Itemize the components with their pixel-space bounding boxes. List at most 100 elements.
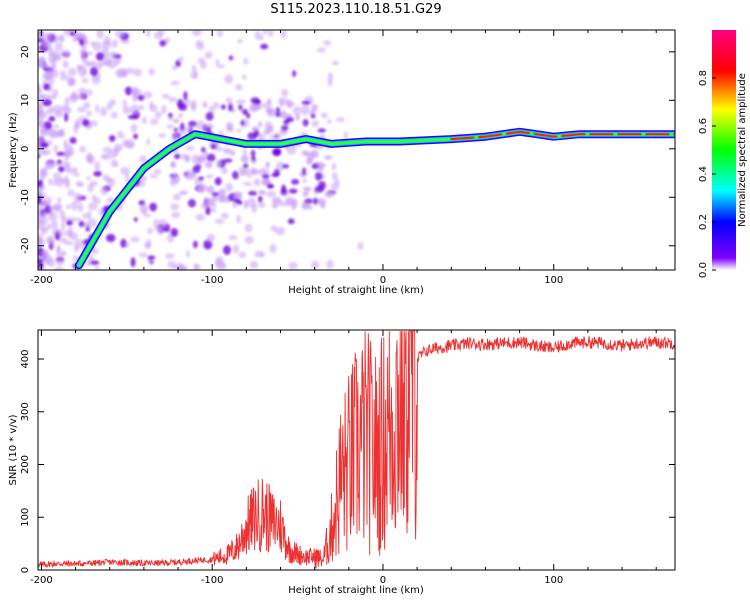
noise-blob	[67, 189, 75, 197]
noise-blob	[148, 68, 155, 76]
noise-blob	[204, 161, 213, 169]
noise-blob	[153, 168, 162, 175]
noise-blob	[233, 192, 243, 201]
noise-blob	[253, 178, 261, 187]
noise-blob	[67, 67, 77, 77]
noise-blob	[86, 176, 91, 181]
noise-blob	[173, 127, 178, 132]
noise-blob	[46, 38, 53, 49]
noise-blob	[64, 97, 70, 107]
noise-blob	[78, 220, 85, 228]
noise-blob	[292, 106, 302, 116]
noise-blob	[288, 188, 298, 194]
noise-blob	[64, 163, 70, 173]
spectrogram-ridge	[75, 127, 675, 270]
noise-blob	[38, 211, 48, 219]
noise-blob	[60, 221, 66, 231]
noise-blob	[265, 161, 270, 169]
noise-blob	[48, 205, 58, 212]
noise-blob	[205, 174, 214, 179]
noise-blob	[246, 112, 251, 119]
noise-blob	[214, 177, 222, 186]
noise-blob	[77, 92, 86, 100]
noise-blob	[185, 146, 195, 151]
noise-blob	[192, 240, 198, 249]
spectrogram-background-noise	[38, 30, 364, 270]
noise-blob	[106, 102, 113, 111]
noise-blob	[214, 258, 223, 269]
noise-blob	[114, 30, 125, 39]
noise-blob	[331, 162, 337, 171]
noise-blob	[204, 51, 213, 60]
noise-blob	[324, 191, 335, 198]
noise-blob	[242, 74, 247, 80]
noise-blob	[317, 128, 326, 133]
noise-blob	[223, 148, 232, 154]
noise-blob	[41, 249, 48, 258]
noise-blob	[224, 74, 234, 84]
noise-blob	[317, 47, 327, 53]
noise-blob	[133, 68, 142, 77]
y-tick-label: 400	[20, 349, 31, 368]
noise-blob	[87, 210, 92, 220]
x-tick-label: -200	[30, 575, 53, 586]
noise-blob	[63, 49, 71, 58]
noise-blob	[139, 203, 149, 214]
noise-blob	[81, 77, 89, 84]
noise-blob	[42, 71, 53, 81]
noise-blob	[174, 153, 181, 160]
noise-blob	[57, 197, 62, 205]
noise-blob	[211, 191, 220, 197]
noise-blob	[125, 241, 130, 248]
noise-blob	[48, 115, 56, 122]
noise-blob	[317, 162, 327, 168]
noise-blob	[286, 100, 293, 109]
noise-blob	[58, 34, 65, 43]
noise-blob	[206, 233, 216, 243]
noise-blob	[81, 213, 89, 219]
noise-blob	[180, 265, 187, 270]
noise-blob	[203, 199, 211, 207]
y-tick-label: 10	[20, 94, 31, 107]
noise-blob	[53, 144, 58, 153]
noise-blob	[146, 138, 151, 146]
noise-blob	[253, 129, 260, 138]
noise-blob	[94, 161, 101, 171]
noise-blob	[56, 177, 64, 188]
noise-blob	[38, 262, 44, 270]
noise-blob	[176, 98, 184, 108]
noise-blob	[68, 226, 73, 233]
noise-blob	[83, 101, 91, 109]
noise-blob	[73, 192, 82, 202]
noise-blob	[288, 262, 298, 270]
noise-blob	[125, 141, 135, 149]
noise-blob	[275, 226, 285, 236]
colorbar-ticks: 0.0 0.2 0.4 0.6 0.8	[698, 70, 716, 278]
noise-blob	[91, 60, 97, 66]
noise-blob	[250, 156, 256, 161]
snr-panel: -200 -100 0 100 0 100 200 300 400 Height of str…	[8, 329, 676, 596]
noise-blob	[73, 124, 79, 134]
noise-blob	[114, 161, 119, 167]
colorbar: 0.0 0.2 0.4 0.6 0.8 Normalized spectral ampl…	[698, 30, 748, 278]
noise-blob	[94, 265, 100, 270]
noise-blob	[242, 148, 247, 158]
noise-blob	[56, 159, 62, 164]
noise-blob	[290, 178, 300, 185]
noise-blob	[130, 236, 140, 243]
snr-x-ticks: -200 -100 0 100	[30, 330, 657, 586]
noise-blob	[283, 119, 290, 125]
noise-blob	[99, 106, 108, 117]
noise-blob	[153, 31, 164, 40]
noise-blob	[68, 77, 77, 86]
noise-blob	[171, 211, 181, 219]
noise-blob	[244, 223, 253, 233]
noise-blob	[169, 203, 180, 211]
noise-blob	[54, 267, 65, 270]
noise-blob	[246, 168, 252, 179]
noise-blob	[201, 146, 206, 153]
noise-blob	[278, 97, 285, 107]
x-tick-label: -100	[201, 575, 224, 586]
noise-blob	[205, 111, 214, 121]
